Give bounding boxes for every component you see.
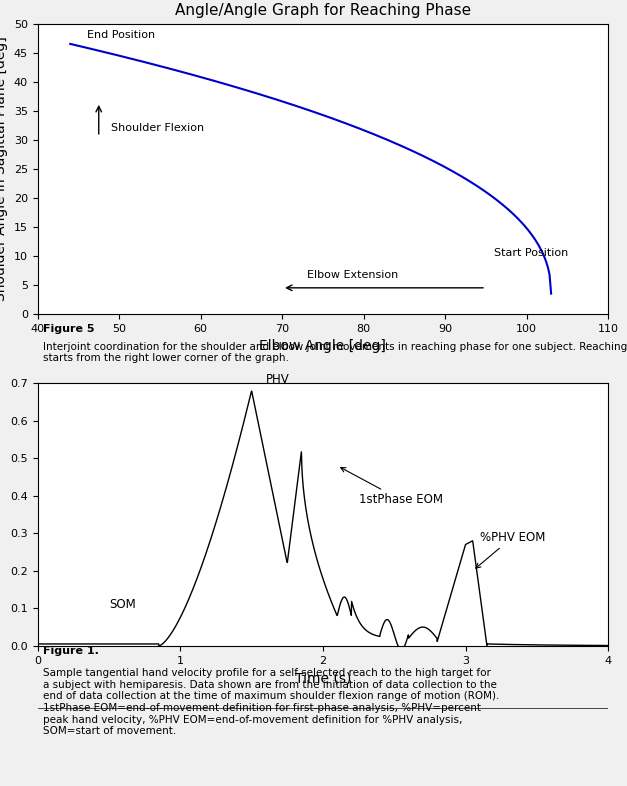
Text: Sample tangential hand velocity profile for a self-selected reach to the high ta: Sample tangential hand velocity profile … [43,668,500,736]
Text: 1stPhase EOM: 1stPhase EOM [340,468,443,506]
Text: End Position: End Position [87,30,155,40]
Text: SOM: SOM [109,598,135,612]
X-axis label: Time (s): Time (s) [295,671,351,685]
Title: Angle/Angle Graph for Reaching Phase: Angle/Angle Graph for Reaching Phase [175,3,471,18]
Text: %PHV EOM: %PHV EOM [476,531,545,568]
Text: Figure 5: Figure 5 [43,325,95,334]
Text: Shoulder Flexion: Shoulder Flexion [111,123,204,133]
Text: Figure 1.: Figure 1. [43,646,99,656]
Y-axis label: Shoulder Angle in Sagittal Plane [deg]: Shoulder Angle in Sagittal Plane [deg] [0,36,8,301]
Text: Elbow Extension: Elbow Extension [307,270,398,281]
Text: PHV: PHV [266,373,290,386]
Text: Start Position: Start Position [494,248,568,258]
X-axis label: Elbow Angle [deg]: Elbow Angle [deg] [260,340,386,353]
Text: Interjoint coordination for the shoulder and elbow joint movements in reaching p: Interjoint coordination for the shoulder… [43,342,627,363]
